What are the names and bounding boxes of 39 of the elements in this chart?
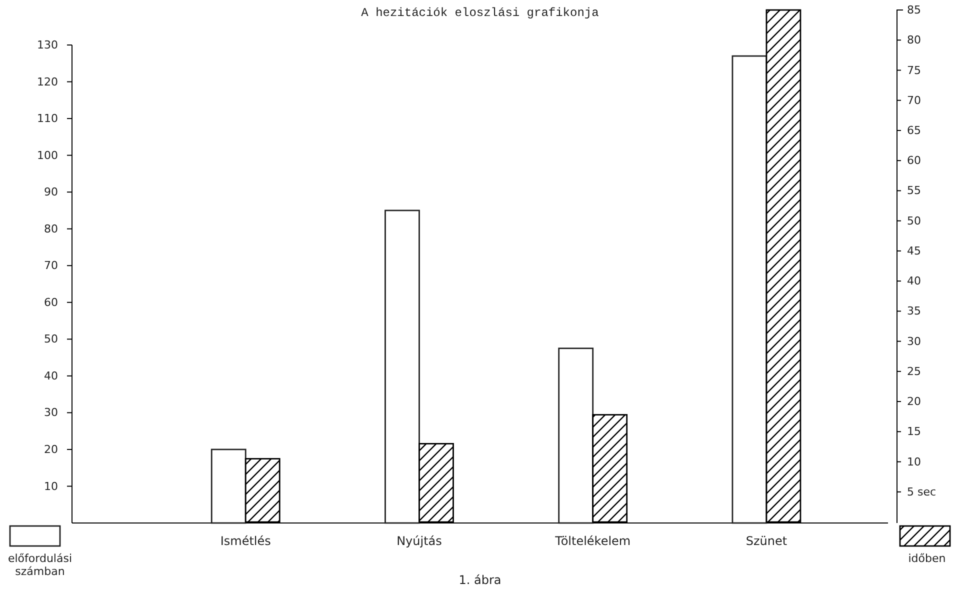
y-tick-label: 130 [37,38,58,52]
y-tick-label: 90 [44,186,58,199]
y2-tick-label: 50 [907,214,921,228]
y2-tick-label: 35 [907,304,921,318]
y2-tick-label: 40 [907,274,921,288]
y-tick-label: 50 [44,332,58,346]
y-tick-label: 120 [37,75,58,88]
y-tick-label: 100 [37,148,58,162]
y2-tick-label: 65 [907,124,921,137]
y2-tick-label: 75 [907,64,921,77]
y-tick-label: 30 [44,406,58,420]
y2-tick-label: 10 [907,455,921,468]
x-tick-label: Nyújtás [396,534,442,548]
legend-label: előfordulási számban [8,552,72,578]
y2-tick-label: 15 [907,425,921,438]
y-tick-label: 80 [44,222,58,236]
x-tick-label: Szünet [746,534,788,548]
y2-tick-label: 25 [907,364,921,378]
y-tick-label: 70 [44,259,58,272]
x-tick-label: Ismétlés [220,534,271,548]
text: 1. ábra [458,573,502,587]
y2-tick-label: 80 [907,34,921,47]
bar [384,210,420,524]
y2-tick-label: 60 [907,154,921,168]
y-tick-label: 110 [37,112,58,126]
y2-tick-label: 5 sec [907,485,936,498]
y-tick-label: 40 [44,369,58,382]
y-tick-label: 60 [44,296,58,309]
y2-tick-label: 45 [907,244,921,258]
y-tick-label: 20 [44,442,58,456]
y2-tick-label: 30 [907,334,921,348]
legend-label: időben [908,552,946,565]
y2-tick-label: 85 [907,4,921,17]
y2-tick-label: 20 [907,395,921,408]
x-tick-label: Töltelékelem [554,534,631,548]
y-tick-label: 10 [44,480,58,493]
chart-title: A hezitációk eloszlási grafikonja [361,6,599,20]
y2-tick-label: 55 [907,184,921,198]
y2-tick-label: 70 [907,94,921,107]
